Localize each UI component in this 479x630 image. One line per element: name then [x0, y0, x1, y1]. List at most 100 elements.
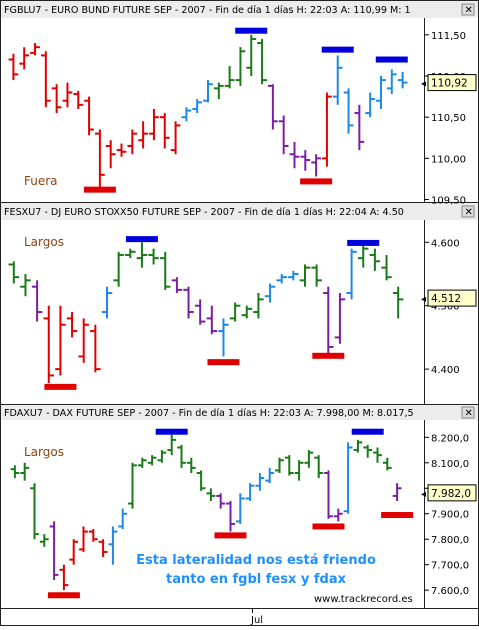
ohlc-bar — [235, 493, 245, 524]
ohlc-bar — [79, 526, 88, 552]
y-tick-label: 8.200,0 — [431, 433, 469, 444]
close-icon: ✕ — [465, 207, 473, 218]
last-value-arrow-icon: ◂ — [421, 489, 426, 500]
ohlc-bar — [116, 143, 127, 157]
ohlc-bar — [101, 286, 113, 319]
ohlc-bar — [245, 483, 255, 502]
y-tick-label: 111,50 — [431, 31, 466, 42]
ohlc-bar — [157, 450, 167, 463]
ohlc-bar — [196, 470, 206, 491]
ohlc-bar — [10, 465, 20, 479]
y-tick-label: 8.100,0 — [431, 459, 469, 470]
ohlc-bar — [353, 439, 363, 453]
support-marker — [312, 352, 345, 359]
ohlc-bar — [66, 312, 78, 338]
ohlc-bar — [127, 129, 138, 155]
ohlc-bar — [278, 115, 289, 155]
ohlc-bar — [105, 140, 116, 169]
panel-2-header-bg — [1, 203, 478, 220]
support-marker — [312, 523, 345, 530]
resistance-marker — [125, 236, 158, 243]
ohlc-bar — [275, 457, 284, 473]
ohlc-bar — [40, 51, 51, 108]
resistance-marker — [155, 428, 188, 435]
ohlc-bar — [55, 305, 66, 376]
ohlc-bar — [128, 462, 137, 509]
panel-2-plot: 4.600 4.500 4.400 ◂ 4.512 — [8, 236, 477, 390]
ohlc-bar — [323, 286, 334, 354]
x-axis-label: Jul — [250, 615, 263, 626]
ohlc-bar — [177, 444, 186, 468]
panel-3-header: FDAXU7 - DAX FUTURE SEP - 2007 - Fin de … — [4, 407, 414, 419]
support-marker — [44, 383, 77, 390]
ohlc-bar — [8, 261, 20, 284]
caption-line-2: tanto en fgbl fesx y fdax — [166, 572, 347, 587]
ohlc-bar — [253, 293, 264, 319]
ohlc-bar — [386, 69, 397, 95]
last-value-label: 4.512 — [431, 293, 461, 305]
close-icon: ✕ — [465, 408, 473, 419]
ohlc-bar — [265, 467, 275, 484]
resistance-marker — [375, 56, 408, 63]
panel-3-plot: 8.200,08.100,08.000,07.900,07.800,07.700… — [10, 428, 477, 599]
ohlc-bar — [397, 71, 408, 89]
ohlc-bar — [8, 53, 19, 81]
close-icon: ✕ — [465, 5, 473, 16]
ohlc-bar — [88, 529, 98, 542]
last-value-box — [427, 74, 477, 92]
ohlc-bar — [314, 455, 324, 479]
ohlc-bar — [159, 251, 171, 290]
watermark: www.trackrecord.es — [314, 594, 413, 605]
ohlc-bar — [346, 248, 357, 300]
y-tick-label: 4.500 — [431, 302, 460, 313]
ohlc-bar — [373, 447, 382, 463]
support-marker — [214, 532, 247, 539]
caption-line-1: Esta lateralidad nos está friendo — [136, 553, 376, 568]
y-tick-label: 109,50 — [431, 196, 466, 207]
ohlc-bar — [98, 539, 108, 558]
ohlc-bar — [171, 277, 183, 294]
panel-2-close-button[interactable]: ✕ — [461, 205, 475, 218]
ohlc-bar — [206, 305, 218, 335]
ohlc-bar — [311, 154, 321, 177]
panel-1-annotation: Fuera — [24, 174, 58, 188]
support-marker — [300, 178, 333, 185]
y-tick-label: 7.700,0 — [431, 561, 469, 572]
ohlc-bar — [183, 286, 194, 319]
ohlc-bar — [31, 280, 43, 322]
ohlc-bar — [167, 434, 177, 456]
panel-1-close-button[interactable]: ✕ — [461, 3, 475, 16]
ohlc-bar — [73, 90, 84, 109]
ohlc-bar — [357, 242, 369, 268]
ohlc-bar — [159, 113, 170, 149]
ohlc-bar — [226, 501, 235, 532]
y-tick-label: 4.400 — [431, 365, 460, 376]
ohlc-bar — [49, 521, 59, 580]
ohlc-bar — [324, 470, 333, 519]
last-value-box — [427, 289, 477, 307]
y-tick-label: 110,00 — [431, 154, 466, 165]
ohlc-bar — [216, 493, 226, 509]
ohlc-bar — [137, 457, 147, 468]
ohlc-bar — [300, 150, 311, 171]
ohlc-bar — [343, 442, 353, 514]
y-tick-label: 7.600,0 — [431, 586, 469, 597]
ohlc-bar — [84, 96, 94, 136]
ohlc-bar — [20, 274, 31, 297]
ohlc-bar — [125, 248, 136, 259]
panel-3-close-button[interactable]: ✕ — [461, 406, 475, 419]
y-tick-label: 7.900,0 — [431, 510, 469, 521]
ohlc-bar — [181, 107, 192, 122]
ohlc-bar — [276, 274, 287, 284]
support-marker — [381, 512, 414, 519]
y-tick-label: 7.800,0 — [431, 535, 469, 546]
ohlc-bar — [30, 483, 39, 540]
ohlc-bar — [264, 283, 276, 303]
ohlc-bar — [241, 305, 253, 319]
ohlc-bar — [332, 55, 343, 105]
panel-1-header: FGBLU7 - EURO BUND FUTURE SEP - 2007 - F… — [4, 4, 411, 16]
ohlc-bar — [333, 508, 343, 522]
ohlc-bar — [39, 534, 49, 547]
ohlc-bar — [95, 129, 105, 188]
ohlc-bar — [257, 38, 267, 85]
